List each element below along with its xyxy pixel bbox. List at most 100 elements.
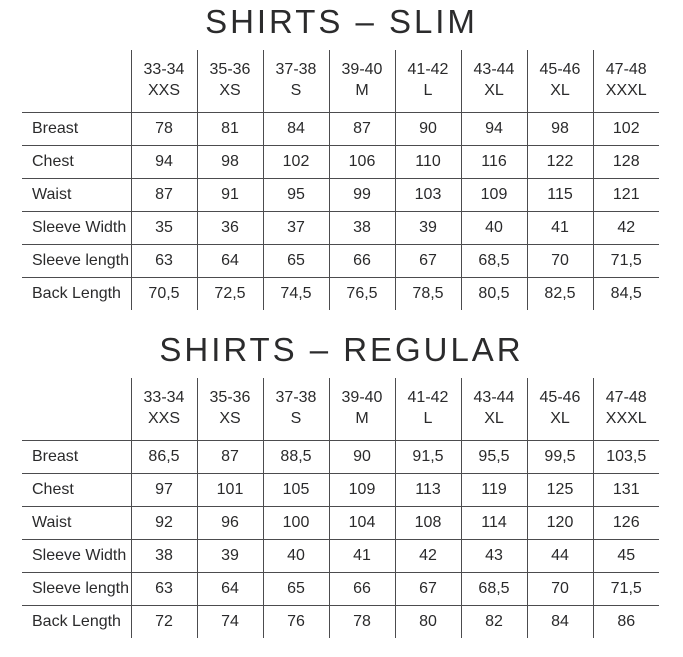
size-value-cell: 37 bbox=[262, 211, 329, 245]
size-value-cell: 99 bbox=[328, 178, 395, 212]
size-value-cell: 94 bbox=[460, 112, 527, 146]
column-header: 45-46 XL bbox=[526, 50, 593, 113]
size-value-cell: 120 bbox=[526, 506, 593, 540]
size-code: L bbox=[423, 81, 433, 99]
size-range: 45-46 bbox=[539, 60, 581, 78]
size-value-cell: 36 bbox=[196, 211, 263, 245]
size-value-cell: 87 bbox=[328, 112, 395, 146]
column-header: 43-44 XL bbox=[460, 50, 527, 113]
size-value-cell: 102 bbox=[592, 112, 659, 146]
size-value-cell: 42 bbox=[394, 539, 461, 573]
size-value-cell: 116 bbox=[460, 145, 527, 179]
size-value-cell: 92 bbox=[130, 506, 197, 540]
row-label: Sleeve Width bbox=[22, 539, 131, 573]
row-label: Sleeve Width bbox=[22, 211, 131, 245]
size-value-cell: 64 bbox=[196, 244, 263, 278]
size-value-cell: 76 bbox=[262, 605, 329, 638]
table-row: Waist 87 91 95 99 103 109 115 121 bbox=[22, 178, 659, 212]
size-value-cell: 98 bbox=[526, 112, 593, 146]
row-label: Breast bbox=[22, 440, 131, 474]
size-range: 33-34 bbox=[143, 60, 185, 78]
shirts-slim-section: SHIRTS – SLIM 33-34 XXS 35-36 XS 37-38 S 39-40… bbox=[0, 0, 683, 310]
header-row: 33-34 XXS 35-36 XS 37-38 S 39-40 M 41-42 L 43-44 XL… bbox=[22, 378, 659, 441]
size-value-cell: 95,5 bbox=[460, 440, 527, 474]
size-range: 43-44 bbox=[473, 388, 515, 406]
size-value-cell: 104 bbox=[328, 506, 395, 540]
table-row: Back Length 72 74 76 78 80 82 84 86 bbox=[22, 605, 659, 638]
size-value-cell: 100 bbox=[262, 506, 329, 540]
size-value-cell: 95 bbox=[262, 178, 329, 212]
size-range: 37-38 bbox=[275, 388, 317, 406]
size-table-header: 33-34 XXS 35-36 XS 37-38 S 39-40 M 41-42 L 43-44 XL… bbox=[22, 50, 659, 113]
size-code: XS bbox=[219, 409, 241, 427]
size-range: 39-40 bbox=[341, 388, 383, 406]
size-code: XL bbox=[484, 409, 504, 427]
size-value-cell: 80,5 bbox=[460, 277, 527, 310]
column-header: 43-44 XL bbox=[460, 378, 527, 441]
table-row: Sleeve Width 35 36 37 38 39 40 41 42 bbox=[22, 211, 659, 245]
size-range: 47-48 bbox=[605, 60, 647, 78]
column-header: 33-34 XXS bbox=[130, 378, 197, 441]
size-value-cell: 70,5 bbox=[130, 277, 197, 310]
table-row: Breast 86,5 87 88,5 90 91,5 95,5 99,5 103,5 bbox=[22, 440, 659, 474]
row-label: Waist bbox=[22, 178, 131, 212]
size-value-cell: 66 bbox=[328, 572, 395, 606]
size-value-cell: 41 bbox=[526, 211, 593, 245]
size-value-cell: 126 bbox=[592, 506, 659, 540]
size-value-cell: 96 bbox=[196, 506, 263, 540]
row-label: Chest bbox=[22, 145, 131, 179]
row-label: Back Length bbox=[32, 612, 121, 630]
size-value-cell: 131 bbox=[592, 473, 659, 507]
size-value-cell: 44 bbox=[526, 539, 593, 573]
column-header: 33-34 XXS bbox=[130, 50, 197, 113]
size-value-cell: 99,5 bbox=[526, 440, 593, 474]
size-value-cell: 67 bbox=[394, 572, 461, 606]
size-table-regular: 33-34 XXS 35-36 XS 37-38 S 39-40 M 41-42 L 43-44 XL… bbox=[22, 378, 659, 638]
size-table-slim: 33-34 XXS 35-36 XS 37-38 S 39-40 M 41-42 L 43-44 XL… bbox=[22, 50, 659, 310]
table-row: Sleeve length 63 64 65 66 67 68,5 70 71,5 bbox=[22, 244, 659, 278]
size-range: 39-40 bbox=[341, 60, 383, 78]
size-table-body: Breast 86,5 87 88,5 90 91,5 95,5 99,5 103,5 Chest… bbox=[22, 440, 659, 638]
column-header: 47-48 XXXL bbox=[592, 378, 659, 441]
size-value-cell: 98 bbox=[196, 145, 263, 179]
size-value-cell: 78 bbox=[328, 605, 395, 638]
size-value-cell: 86,5 bbox=[130, 440, 197, 474]
size-value-cell: 110 bbox=[394, 145, 461, 179]
size-value-cell: 90 bbox=[328, 440, 395, 474]
size-value-cell: 81 bbox=[196, 112, 263, 146]
column-header: 47-48 XXXL bbox=[592, 50, 659, 113]
size-code: M bbox=[355, 409, 369, 427]
column-header: 41-42 L bbox=[394, 378, 461, 441]
shirts-regular-section: SHIRTS – REGULAR 33-34 XXS 35-36 XS 37-38 S 39… bbox=[0, 310, 683, 638]
size-value-cell: 67 bbox=[394, 244, 461, 278]
size-value-cell: 72,5 bbox=[196, 277, 263, 310]
size-value-cell: 105 bbox=[262, 473, 329, 507]
size-value-cell: 78 bbox=[130, 112, 197, 146]
size-value-cell: 70 bbox=[526, 572, 593, 606]
size-value-cell: 82,5 bbox=[526, 277, 593, 310]
column-header: 41-42 L bbox=[394, 50, 461, 113]
column-header: 35-36 XS bbox=[196, 50, 263, 113]
size-table-body: Breast 78 81 84 87 90 94 98 102 Chest 94 98 102 106 11… bbox=[22, 112, 659, 310]
size-code: XL bbox=[550, 409, 570, 427]
table-title-slim: SHIRTS – SLIM bbox=[205, 3, 478, 40]
size-value-cell: 128 bbox=[592, 145, 659, 179]
size-value-cell: 64 bbox=[196, 572, 263, 606]
row-label: Chest bbox=[22, 473, 131, 507]
size-code: XL bbox=[484, 81, 504, 99]
row-label: Sleeve length bbox=[22, 244, 131, 278]
size-value-cell: 42 bbox=[592, 211, 659, 245]
size-value-cell: 91,5 bbox=[394, 440, 461, 474]
row-label: Waist bbox=[22, 506, 131, 540]
size-value-cell: 68,5 bbox=[460, 572, 527, 606]
size-value-cell: 103,5 bbox=[592, 440, 659, 474]
size-code: XXXL bbox=[605, 409, 647, 427]
size-code: XXS bbox=[147, 81, 180, 99]
column-header: 45-46 XL bbox=[526, 378, 593, 441]
size-value-cell: 122 bbox=[526, 145, 593, 179]
size-value-cell: 90 bbox=[394, 112, 461, 146]
column-header: 37-38 S bbox=[262, 378, 329, 441]
size-value-cell: 63 bbox=[130, 244, 197, 278]
size-value-cell: 88,5 bbox=[262, 440, 329, 474]
size-range: 47-48 bbox=[605, 388, 647, 406]
